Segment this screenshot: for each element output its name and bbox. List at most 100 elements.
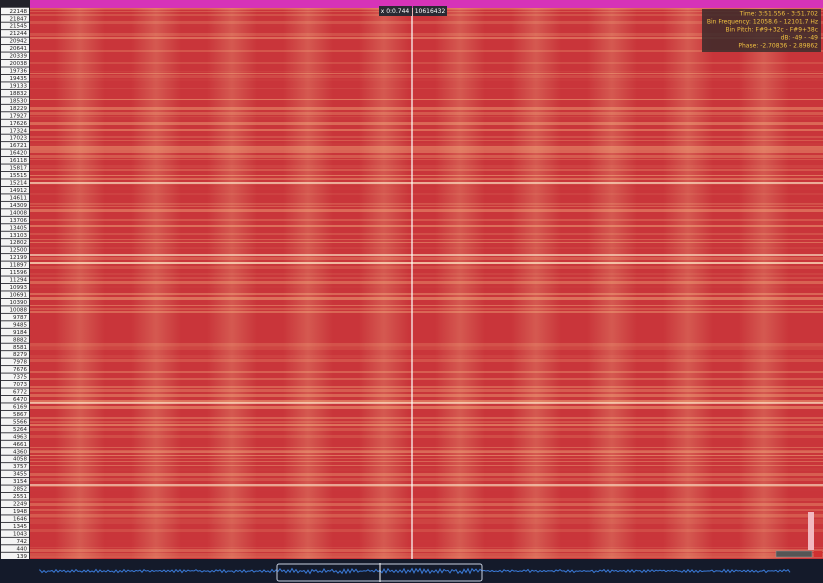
frequency-label: 16118 — [10, 158, 28, 164]
texture-band — [30, 484, 823, 486]
frequency-label: 5867 — [13, 412, 27, 418]
frequency-label: 12802 — [10, 240, 28, 246]
texture-band — [30, 461, 823, 462]
texture-band — [30, 75, 823, 78]
frequency-label: 15817 — [10, 166, 28, 172]
frequency-label: 17626 — [10, 121, 28, 127]
frequency-label: 8279 — [13, 352, 27, 358]
info-frequency: Bin Frequency: 12058.6 - 12101.7 Hz — [707, 19, 818, 26]
frequency-label: 1948 — [13, 509, 27, 515]
texture-band — [30, 155, 823, 158]
cursor-value: 10616432 — [415, 8, 446, 15]
texture-band — [30, 394, 823, 397]
texture-band — [30, 99, 823, 100]
frequency-label: 6470 — [13, 397, 27, 403]
frequency-label: 4058 — [13, 457, 27, 463]
zoom-control[interactable] — [776, 551, 812, 557]
texture-band — [30, 486, 823, 487]
frequency-label: 5566 — [13, 419, 27, 425]
frequency-label: 4360 — [13, 449, 27, 455]
frequency-label: 2852 — [13, 487, 27, 493]
frequency-label: 10691 — [10, 292, 28, 298]
texture-band — [30, 540, 823, 542]
texture-band — [30, 549, 823, 552]
frequency-label: 1043 — [13, 531, 27, 537]
frequency-label: 19736 — [10, 69, 28, 75]
frequency-label: 18832 — [10, 91, 28, 97]
texture-band — [30, 293, 823, 295]
frequency-label: 22148 — [10, 9, 28, 15]
texture-band — [30, 355, 823, 358]
frequency-label: 12500 — [10, 248, 28, 254]
texture-band — [30, 129, 823, 131]
texture-band — [30, 286, 823, 288]
texture-band — [30, 277, 823, 279]
texture-band — [30, 402, 823, 404]
texture-band — [30, 159, 823, 160]
texture-band — [30, 73, 823, 74]
texture-band — [30, 371, 823, 373]
texture-band — [30, 509, 823, 511]
texture-band — [30, 506, 823, 508]
spectrogram-view: 2214821847215452124420942206412033920038… — [0, 0, 823, 583]
frequency-label: 14912 — [10, 188, 28, 194]
frequency-label: 15515 — [10, 173, 28, 179]
texture-band — [30, 458, 823, 459]
frequency-label: 17023 — [10, 136, 28, 142]
texture-band — [30, 465, 823, 466]
frequency-label: 21847 — [10, 16, 28, 22]
texture-band — [30, 254, 823, 256]
frequency-label: 8882 — [13, 337, 27, 343]
texture-band — [30, 435, 823, 438]
frequency-label: 11596 — [10, 270, 28, 276]
texture-band — [30, 62, 823, 64]
texture-band — [30, 488, 823, 491]
texture-band — [30, 478, 823, 481]
texture-band — [30, 512, 823, 514]
frequency-label: 9787 — [13, 315, 27, 321]
frequency-label: 17927 — [10, 113, 28, 119]
frequency-label: 12199 — [10, 255, 28, 261]
texture-band — [30, 233, 823, 235]
texture-band — [30, 514, 823, 517]
texture-band — [30, 193, 823, 195]
texture-band — [30, 143, 823, 146]
frequency-label: 17324 — [10, 128, 28, 134]
texture-band — [30, 257, 823, 260]
texture-band — [30, 147, 823, 150]
info-pitch: Bin Pitch: F#9+32c - F#9+38c — [725, 27, 818, 34]
scroll-indicator[interactable] — [808, 512, 814, 550]
texture-band — [30, 165, 823, 168]
frequency-label: 14008 — [10, 210, 28, 216]
texture-band — [30, 178, 823, 180]
info-time: Time: 3:51.556 - 3:51.702 — [739, 11, 818, 18]
texture-band — [30, 247, 823, 249]
texture-band — [30, 553, 823, 556]
texture-band — [30, 175, 823, 176]
texture-band — [30, 421, 823, 423]
cursor-time: x 0:0.744 — [381, 8, 410, 15]
frequency-label: 139 — [17, 554, 28, 560]
texture-band — [30, 206, 823, 207]
frequency-label: 11897 — [10, 263, 28, 269]
texture-band — [30, 498, 823, 501]
texture-band — [30, 219, 823, 221]
frequency-label: 10993 — [10, 285, 28, 291]
zoom-button[interactable] — [814, 551, 822, 557]
frequency-label: 10088 — [10, 307, 28, 313]
frequency-label: 7676 — [13, 367, 27, 373]
texture-band — [30, 522, 823, 524]
texture-band — [30, 146, 823, 147]
texture-band — [30, 239, 823, 240]
frequency-label: 1345 — [13, 524, 27, 530]
texture-band — [30, 262, 823, 264]
texture-band — [30, 424, 823, 426]
frequency-label: 13706 — [10, 218, 28, 224]
texture-band — [30, 273, 823, 275]
frequency-label: 13405 — [10, 225, 28, 231]
texture-band — [30, 266, 823, 269]
frequency-label: 10390 — [10, 300, 28, 306]
frequency-label: 14309 — [10, 203, 28, 209]
texture-band — [30, 242, 823, 243]
texture-band — [30, 123, 823, 125]
